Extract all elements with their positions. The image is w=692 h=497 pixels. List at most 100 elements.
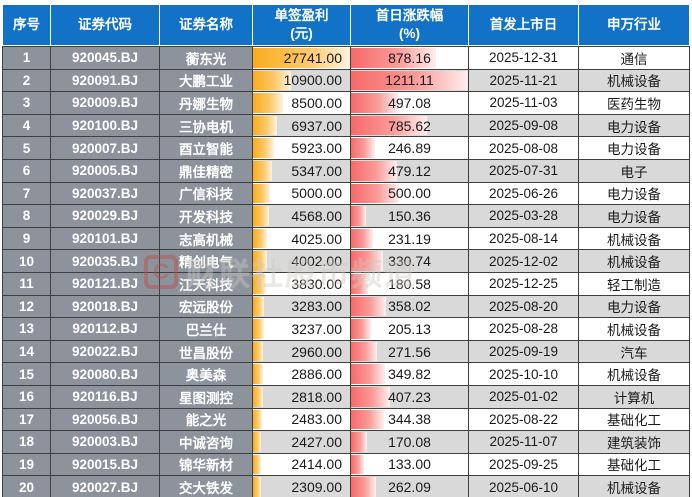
pct-value: 330.74	[388, 253, 431, 270]
name-cell: 三协电机	[160, 114, 252, 137]
name-value: 宏远股份	[179, 300, 233, 316]
profit-databar	[253, 341, 264, 362]
pct-value: 231.19	[388, 230, 431, 247]
date-value: 2025-09-25	[488, 456, 559, 472]
code-value: 920045.BJ	[71, 50, 139, 66]
pct-databar	[351, 115, 427, 136]
idx-value: 16	[18, 389, 35, 405]
idx-value: 10	[18, 253, 35, 269]
idx-cell: 8	[3, 205, 50, 227]
idx-cell: 1	[3, 47, 50, 69]
idx-cell: 16	[3, 385, 50, 408]
date-value: 2025-12-02	[488, 253, 559, 269]
pct-value: 358.02	[388, 298, 431, 315]
pct-databar	[351, 138, 375, 158]
industry-value: 机械设备	[607, 232, 661, 248]
pct-databar	[351, 228, 374, 249]
profit-databar	[253, 206, 269, 226]
code-value: 920005.BJ	[71, 163, 139, 179]
profit-cell: 2483.00	[253, 408, 350, 431]
pct-cell: 150.36	[351, 205, 468, 227]
pct-cell: 1211.11	[351, 69, 468, 92]
industry-cell: 机械设备	[579, 318, 689, 340]
pct-cell: 479.12	[351, 159, 468, 182]
pct-databar	[351, 251, 383, 271]
code-cell: 920018.BJ	[51, 295, 159, 318]
industry-value: 电力设备	[607, 300, 661, 316]
code-value: 920112.BJ	[72, 321, 138, 337]
code-cell: 920005.BJ	[51, 159, 159, 182]
date-value: 2025-08-28	[488, 321, 559, 337]
date-value: 2025-03-28	[488, 208, 559, 224]
profit-cell: 2427.00	[253, 431, 350, 453]
pct-cell: 271.56	[351, 340, 468, 363]
code-value: 920027.BJ	[71, 479, 139, 495]
profit-cell: 4568.00	[253, 205, 350, 227]
name-value: 能之光	[185, 413, 227, 429]
profit-value: 3237.00	[291, 320, 342, 337]
date-cell: 2025-11-03	[469, 92, 578, 114]
profit-cell: 5000.00	[253, 182, 350, 205]
profit-cell: 4002.00	[253, 250, 350, 272]
idx-value: 15	[18, 366, 35, 382]
profit-databar	[253, 432, 262, 452]
code-cell: 920116.BJ	[51, 385, 159, 408]
idx-cell: 19	[3, 453, 50, 476]
idx-value: 19	[18, 456, 35, 472]
profit-cell: 2309.00	[253, 476, 350, 497]
industry-cell: 轻工制造	[579, 272, 689, 295]
idx-value: 20	[18, 479, 35, 495]
profit-value: 5347.00	[291, 162, 342, 179]
profit-databar	[253, 409, 262, 430]
name-value: 酉立智能	[179, 142, 233, 158]
pct-databar	[351, 432, 368, 452]
date-cell: 2025-08-28	[469, 318, 578, 340]
profit-databar	[253, 138, 274, 158]
date-cell: 2025-07-31	[469, 159, 578, 182]
profit-databar	[253, 228, 268, 249]
name-value: 巴兰仕	[185, 322, 227, 338]
date-value: 2025-11-07	[489, 434, 558, 450]
industry-value: 计算机	[613, 390, 655, 406]
code-cell: 920003.BJ	[51, 431, 159, 453]
profit-databar	[253, 273, 267, 294]
name-value: 锦华新材	[179, 458, 233, 474]
name-cell: 世昌股份	[160, 340, 252, 363]
name-cell: 精创电气	[160, 250, 252, 272]
date-value: 2025-10-10	[488, 366, 559, 382]
industry-value: 电力设备	[607, 209, 661, 225]
date-value: 2025-07-31	[488, 163, 559, 179]
ipo-profit-table: 序号 证券代码 证券名称 单签盈利 (元) 首日涨跌幅 (%) 首发上市日 申万行业 1 9200…	[2, 4, 690, 497]
profit-databar	[253, 48, 350, 68]
industry-value: 汽车	[620, 345, 648, 361]
date-cell: 2025-09-08	[469, 114, 578, 137]
date-value: 2025-11-03	[489, 95, 558, 111]
code-cell: 920101.BJ	[51, 227, 159, 250]
profit-cell: 2960.00	[253, 340, 350, 363]
date-value: 2025-08-14	[488, 231, 559, 247]
idx-value: 17	[18, 411, 35, 427]
industry-value: 机械设备	[607, 74, 661, 90]
name-value: 江天科技	[179, 277, 233, 293]
date-cell: 2025-08-22	[469, 408, 578, 431]
profit-value: 4025.00	[291, 230, 342, 247]
header-name: 证券名称	[160, 5, 252, 45]
industry-value: 基础化工	[607, 458, 661, 474]
name-cell: 蘅东光	[160, 47, 252, 69]
idx-cell: 3	[3, 92, 50, 114]
idx-cell: 12	[3, 295, 50, 318]
code-value: 920029.BJ	[71, 208, 139, 224]
pct-value: 349.82	[388, 366, 431, 383]
name-cell: 宏远股份	[160, 295, 252, 318]
header-row: 序号 证券代码 证券名称 单签盈利 (元) 首日涨跌幅 (%) 首发上市日 申万行业	[2, 4, 690, 46]
pct-cell: 344.38	[351, 408, 468, 431]
pct-databar	[351, 477, 377, 497]
name-cell: 广信科技	[160, 182, 252, 205]
industry-value: 电力设备	[607, 142, 661, 158]
profit-cell: 10900.00	[253, 69, 350, 92]
profit-databar	[253, 93, 283, 113]
profit-value: 4568.00	[291, 207, 342, 224]
date-cell: 2025-08-14	[469, 227, 578, 250]
name-cell: 星图测控	[160, 385, 252, 408]
name-value: 三协电机	[179, 119, 233, 135]
